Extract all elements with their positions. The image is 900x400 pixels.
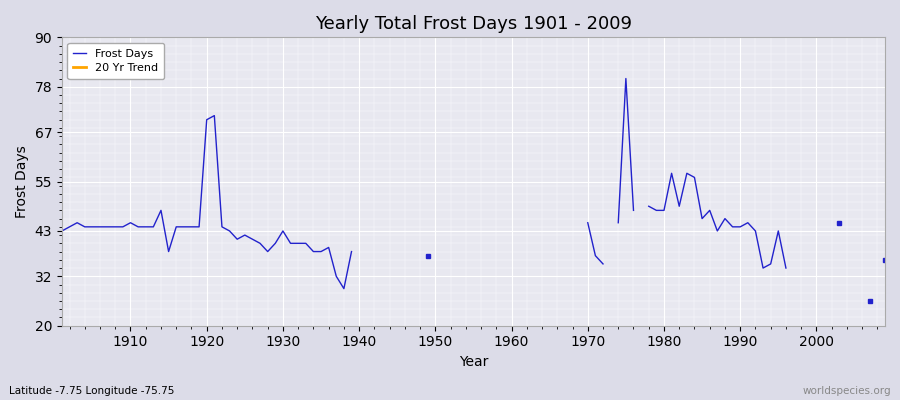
Frost Days bbox=[224, 228, 235, 233]
Line: Frost Days: Frost Days bbox=[62, 116, 352, 289]
Frost Days bbox=[338, 286, 349, 291]
Frost Days bbox=[140, 224, 151, 229]
Frost Days bbox=[125, 220, 136, 225]
Frost Days bbox=[110, 224, 121, 229]
Frost Days bbox=[217, 224, 228, 229]
Frost Days bbox=[232, 237, 243, 242]
Frost Days bbox=[163, 249, 174, 254]
Frost Days bbox=[72, 220, 83, 225]
Frost Days bbox=[209, 113, 220, 118]
Frost Days bbox=[331, 274, 342, 279]
Frost Days bbox=[239, 233, 250, 238]
Frost Days bbox=[323, 245, 334, 250]
Frost Days bbox=[194, 224, 204, 229]
Frost Days bbox=[301, 241, 311, 246]
Frost Days bbox=[255, 241, 266, 246]
Frost Days bbox=[292, 241, 303, 246]
Frost Days bbox=[94, 224, 105, 229]
Frost Days bbox=[262, 249, 273, 254]
Frost Days bbox=[64, 224, 75, 229]
Frost Days bbox=[156, 208, 166, 213]
Frost Days bbox=[285, 241, 296, 246]
Legend: Frost Days, 20 Yr Trend: Frost Days, 20 Yr Trend bbox=[68, 43, 164, 79]
Frost Days bbox=[186, 224, 197, 229]
Frost Days bbox=[148, 224, 158, 229]
Frost Days bbox=[132, 224, 143, 229]
Frost Days bbox=[171, 224, 182, 229]
Frost Days bbox=[270, 241, 281, 246]
Frost Days bbox=[178, 224, 189, 229]
Frost Days bbox=[277, 228, 288, 233]
Y-axis label: Frost Days: Frost Days bbox=[15, 145, 29, 218]
Frost Days bbox=[79, 224, 90, 229]
Frost Days bbox=[308, 249, 319, 254]
Text: Latitude -7.75 Longitude -75.75: Latitude -7.75 Longitude -75.75 bbox=[9, 386, 175, 396]
Frost Days bbox=[118, 224, 129, 229]
Frost Days bbox=[202, 117, 212, 122]
Frost Days bbox=[103, 224, 113, 229]
Frost Days bbox=[57, 228, 68, 233]
Frost Days bbox=[87, 224, 98, 229]
X-axis label: Year: Year bbox=[459, 355, 488, 369]
Title: Yearly Total Frost Days 1901 - 2009: Yearly Total Frost Days 1901 - 2009 bbox=[315, 15, 632, 33]
Frost Days bbox=[346, 249, 357, 254]
Frost Days bbox=[316, 249, 327, 254]
Frost Days bbox=[247, 237, 257, 242]
Text: worldspecies.org: worldspecies.org bbox=[803, 386, 891, 396]
